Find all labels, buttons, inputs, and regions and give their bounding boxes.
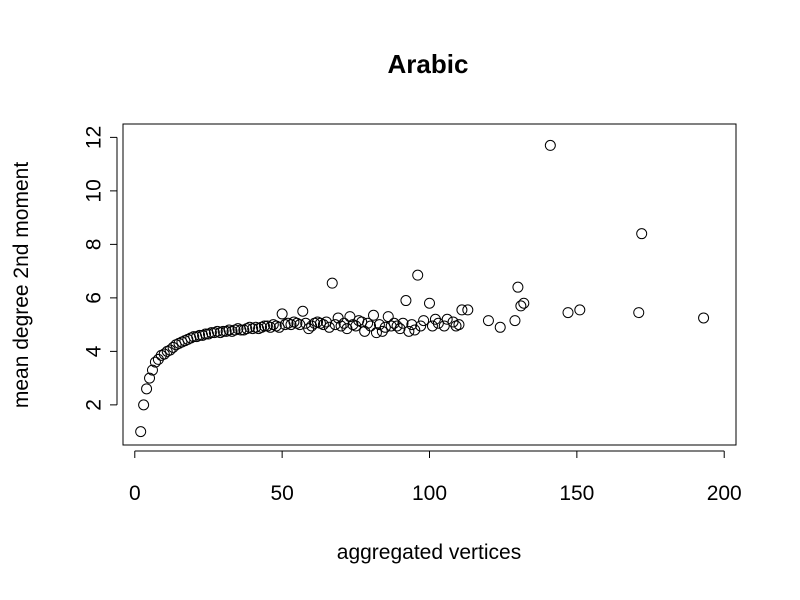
data-point xyxy=(167,341,179,353)
chart-title: Arabic xyxy=(388,49,469,79)
data-point xyxy=(418,315,430,327)
data-point xyxy=(406,319,418,331)
y-tick-label: 4 xyxy=(83,345,106,357)
data-point xyxy=(135,426,147,438)
x-axis-label: aggregated vertices xyxy=(337,541,521,564)
data-point xyxy=(438,320,450,332)
y-axis: 2 4 6 8 10 12 xyxy=(83,126,118,411)
data-point xyxy=(453,319,465,331)
x-axis: 0 50 100 150 200 xyxy=(129,450,742,505)
data-point xyxy=(200,328,212,340)
data-point xyxy=(205,327,217,339)
data-point xyxy=(429,313,441,325)
data-point xyxy=(338,317,350,329)
data-point xyxy=(379,321,391,333)
data-point xyxy=(158,348,170,360)
data-point xyxy=(141,383,153,395)
data-point xyxy=(412,269,424,281)
data-point xyxy=(146,364,158,376)
data-point xyxy=(382,311,394,323)
data-point xyxy=(509,315,521,327)
data-point xyxy=(415,320,427,332)
data-point xyxy=(424,297,435,309)
data-point xyxy=(350,320,362,332)
data-point xyxy=(285,319,297,331)
data-point xyxy=(391,320,403,332)
data-point xyxy=(494,321,506,333)
x-tick-label: 200 xyxy=(707,482,742,505)
data-point xyxy=(562,307,574,319)
y-tick-label: 10 xyxy=(83,179,106,202)
plot-frame xyxy=(122,123,737,446)
x-tick-label: 50 xyxy=(270,482,293,505)
data-point xyxy=(276,308,288,320)
y-tick-label: 8 xyxy=(83,239,106,251)
data-point xyxy=(409,324,421,336)
y-tick-label: 2 xyxy=(83,399,106,411)
x-tick-label: 100 xyxy=(412,482,447,505)
data-point xyxy=(397,317,409,329)
data-point xyxy=(317,319,329,331)
x-tick-label: 150 xyxy=(559,482,594,505)
data-point xyxy=(698,312,710,324)
data-point xyxy=(264,321,276,333)
y-tick-label: 12 xyxy=(83,126,106,149)
data-point xyxy=(258,320,270,332)
data-point xyxy=(574,304,586,316)
data-point xyxy=(376,325,388,337)
data-point xyxy=(273,321,285,333)
data-point xyxy=(403,325,415,337)
data-point xyxy=(441,313,453,325)
data-point xyxy=(335,320,347,332)
y-tick-label: 6 xyxy=(83,292,106,304)
data-point xyxy=(636,228,648,240)
data-point xyxy=(368,309,380,321)
data-point xyxy=(194,329,206,341)
data-point xyxy=(326,277,338,289)
data-point xyxy=(373,319,385,331)
data-point xyxy=(138,399,150,411)
data-point xyxy=(329,319,341,331)
data-point xyxy=(149,356,161,368)
data-point xyxy=(515,300,527,312)
data-point xyxy=(456,304,468,316)
data-points xyxy=(135,139,710,438)
data-point xyxy=(297,305,309,317)
data-point xyxy=(365,320,377,332)
y-axis-label: mean degree 2nd moment xyxy=(10,162,33,408)
data-point xyxy=(188,331,200,343)
data-point xyxy=(362,317,374,329)
data-point xyxy=(462,304,474,316)
data-point xyxy=(294,319,306,331)
data-point xyxy=(633,307,645,319)
data-point xyxy=(447,316,459,328)
x-tick-label: 0 xyxy=(129,482,141,505)
data-point xyxy=(518,297,530,309)
data-point xyxy=(144,372,156,384)
data-point xyxy=(344,311,356,323)
data-point xyxy=(400,295,412,307)
data-point xyxy=(432,317,444,329)
data-point xyxy=(370,327,382,339)
data-point xyxy=(482,315,494,327)
data-point xyxy=(512,281,524,293)
data-point xyxy=(544,139,556,151)
data-point xyxy=(300,317,312,329)
data-point xyxy=(323,321,335,333)
data-point xyxy=(217,325,229,337)
data-point xyxy=(426,320,438,332)
